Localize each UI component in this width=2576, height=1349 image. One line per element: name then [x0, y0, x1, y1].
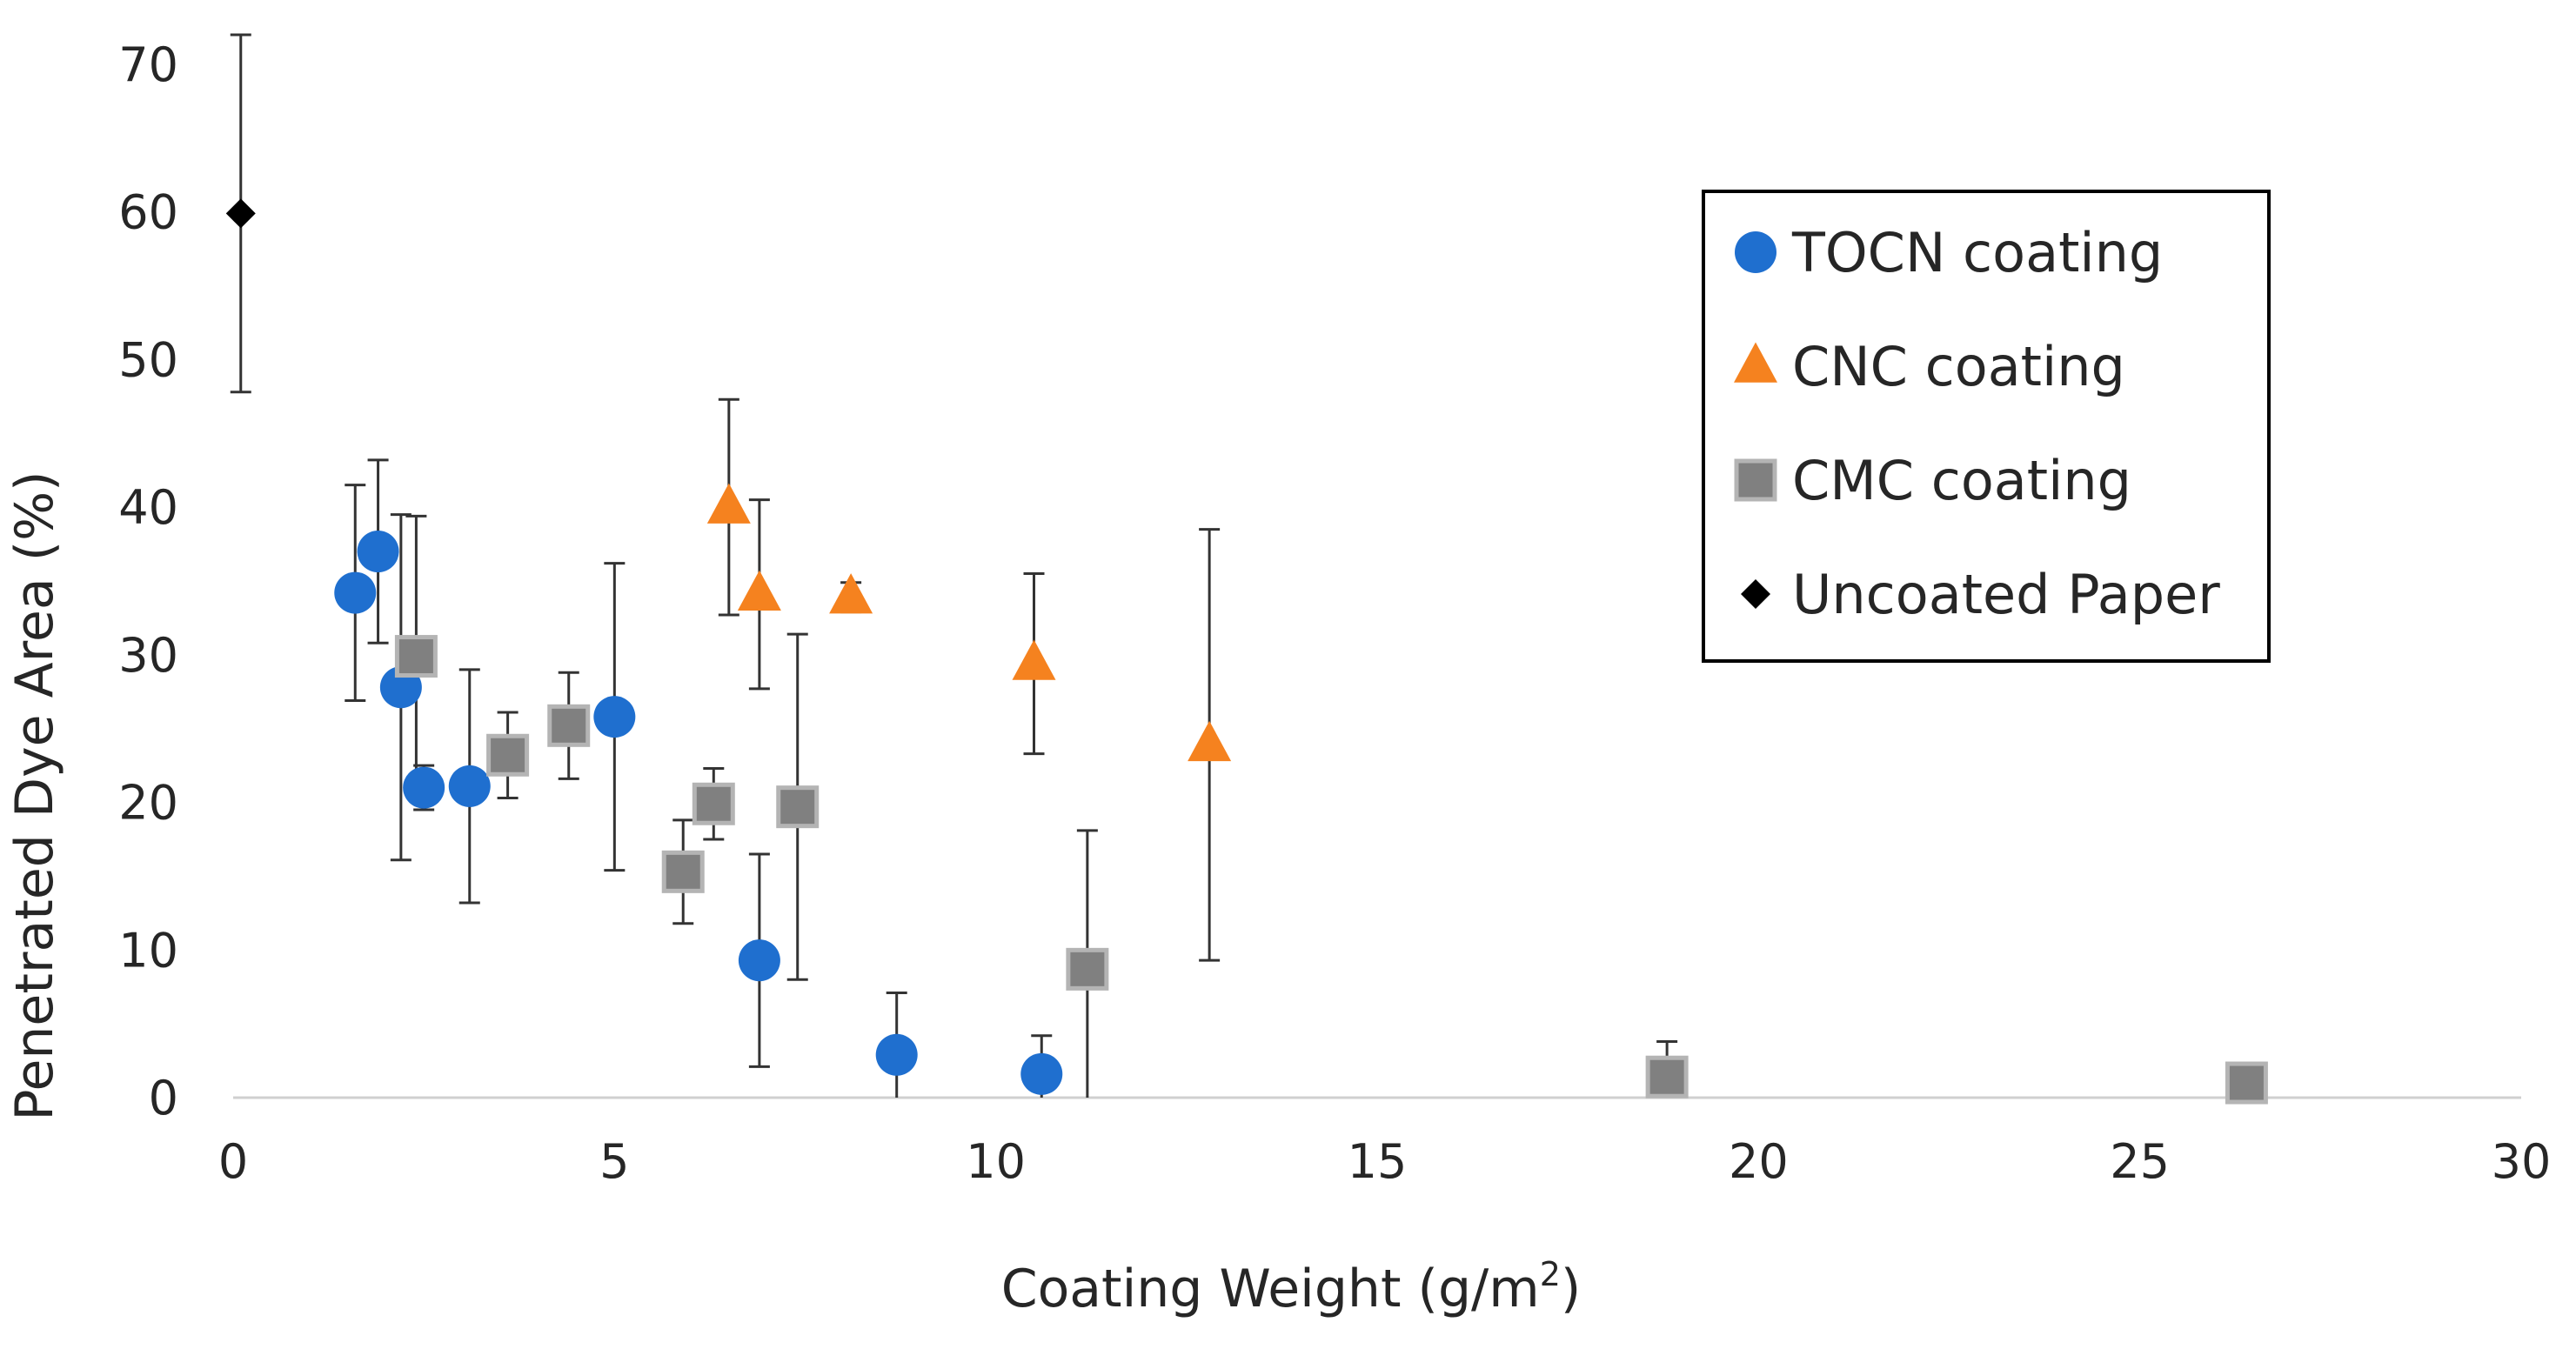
- data-point: [776, 785, 820, 829]
- y-tick-label: 0: [149, 1071, 178, 1125]
- x-tick-label: 15: [1348, 1134, 1408, 1189]
- x-tick-label: 20: [1729, 1134, 1789, 1189]
- error-bars: [230, 33, 1678, 1098]
- legend-marker: [1735, 231, 1776, 273]
- data-point: [403, 766, 445, 809]
- data-point: [1188, 720, 1232, 762]
- data-point: [738, 939, 780, 982]
- data-point: [334, 571, 377, 614]
- data-point: [829, 573, 873, 614]
- data-point: [448, 765, 491, 807]
- x-tick-label: 0: [218, 1134, 248, 1189]
- markers: [225, 198, 2268, 1105]
- y-tick-label: 30: [118, 628, 178, 683]
- x-axis-title-main: Coating Weight (g/m: [1001, 1259, 1540, 1319]
- x-tick-label: 30: [2492, 1134, 2552, 1189]
- legend-label: CMC coating: [1792, 449, 2131, 512]
- legend-label: CNC coating: [1792, 335, 2125, 398]
- data-point: [706, 483, 751, 524]
- data-point: [737, 570, 781, 611]
- legend-box: [1702, 190, 2271, 663]
- y-axis-title-group: Penetrated Dye Area (%): [4, 471, 65, 1120]
- y-tick-label: 50: [118, 332, 178, 387]
- data-point: [593, 696, 636, 738]
- x-axis-title-superscript: 2: [1540, 1255, 1561, 1293]
- legend-label: Uncoated Paper: [1792, 563, 2220, 626]
- data-point: [661, 850, 705, 893]
- y-tick-label: 40: [118, 480, 178, 535]
- axes: 0 5 10 15 20 25 30 0 10 20 30 40 50 60 70: [118, 37, 2551, 1189]
- x-tick-label: 25: [2110, 1134, 2170, 1189]
- data-point: [1020, 1052, 1063, 1095]
- data-point: [486, 733, 530, 777]
- data-point: [225, 198, 256, 229]
- y-axis-title: Penetrated Dye Area (%): [4, 471, 65, 1120]
- legend-marker: [1741, 579, 1770, 609]
- data-point: [1645, 1055, 1689, 1099]
- data-point: [692, 782, 735, 825]
- data-point: [875, 1033, 918, 1076]
- y-tick-label: 10: [118, 923, 178, 978]
- legend: TOCN coating CNC coating CMC coating Uncoat…: [1702, 190, 2271, 663]
- x-axis-title-end: ): [1561, 1259, 1581, 1319]
- data-point: [547, 704, 591, 747]
- x-tick-label: 10: [966, 1134, 1026, 1189]
- legend-label: TOCN coating: [1791, 221, 2163, 284]
- y-tick-label: 20: [118, 776, 178, 831]
- data-point: [394, 635, 438, 678]
- y-tick-label: 70: [118, 37, 178, 92]
- data-point: [357, 531, 399, 573]
- legend-marker: [1734, 342, 1777, 383]
- x-axis-title: Coating Weight (g/m2): [1001, 1255, 1582, 1319]
- data-point: [1066, 947, 1109, 991]
- data-point: [2225, 1061, 2268, 1105]
- legend-marker: [1734, 458, 1777, 502]
- y-tick-label: 60: [118, 185, 178, 240]
- x-tick-label: 5: [599, 1134, 629, 1189]
- data-point: [1012, 639, 1056, 680]
